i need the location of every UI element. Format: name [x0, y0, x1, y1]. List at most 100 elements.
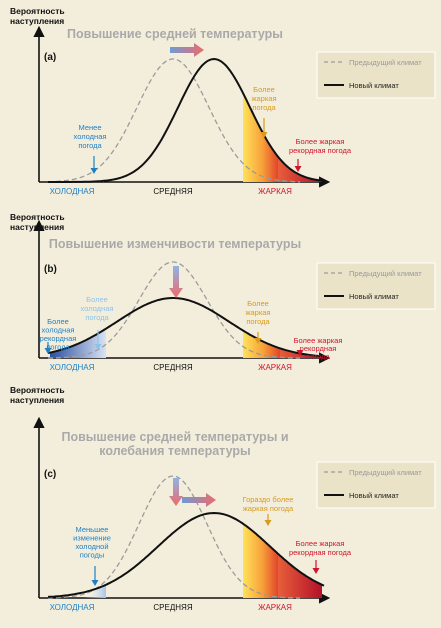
- arrow-much-hotter: [264, 514, 272, 526]
- legend-label-previous: Предыдущий климат: [349, 269, 422, 278]
- legend-box: [316, 51, 436, 99]
- panel-title: Повышение средней температуры и: [61, 430, 288, 444]
- arrow-much-hotter-head: [264, 520, 272, 526]
- arrow-record-hot-head: [296, 350, 304, 356]
- arrow-less-cold: [90, 156, 98, 174]
- arrow-more-hot: [254, 332, 262, 344]
- variance-shift-arrow: [169, 478, 183, 506]
- arrow-record-hot-head: [294, 166, 302, 172]
- y-axis-label: наступления: [10, 222, 64, 232]
- previous-climate-curve: [47, 475, 300, 599]
- record-hot-area: [278, 553, 322, 598]
- arrow-record-hot: [296, 350, 304, 356]
- annotation-much-hotter-line: Гораздо более: [243, 495, 294, 504]
- x-label-average: СРЕДНЯЯ: [153, 603, 192, 612]
- annotation-more-cold-line: погода: [85, 313, 109, 322]
- legend-label-new: Новый климат: [349, 81, 399, 90]
- panel-title: Повышение средней температуры: [67, 27, 283, 41]
- annotation-less-cold-change-line: Меньшее: [76, 525, 109, 534]
- annotation-more-cold-line: Более: [86, 295, 108, 304]
- annotation-more-hot-line: погода: [246, 317, 270, 326]
- x-label-cold: ХОЛОДНАЯ: [50, 363, 95, 372]
- annotation-more-hot-line: Более: [247, 299, 269, 308]
- y-axis-label: наступления: [10, 16, 64, 26]
- arrow-less-cold-change-head: [91, 580, 99, 586]
- legend-label-new: Новый климат: [349, 491, 399, 500]
- arrow-record-cold-head: [44, 348, 52, 354]
- x-label-average: СРЕДНЯЯ: [153, 187, 192, 196]
- annotation-record-cold-line: холодная: [42, 326, 75, 335]
- annotation-more-hot-line: Более: [253, 85, 275, 94]
- annotation-record-cold-line: погода: [46, 343, 70, 352]
- arrow-more-hot: [260, 118, 268, 138]
- annotation-record-cold-line: рекордная: [40, 334, 77, 343]
- panel-label: (a): [44, 52, 56, 63]
- new-climate-curve: [48, 57, 325, 183]
- annotation-more-hot-line: жаркая: [245, 308, 270, 317]
- arrow-record-hot-head: [312, 568, 320, 574]
- annotation-more-hot-line: жаркая: [251, 94, 276, 103]
- legend: Предыдущий климат Новый климат: [316, 461, 436, 509]
- legend-box: [316, 262, 436, 310]
- arrow-more-hot-head: [260, 132, 268, 138]
- annotation-record-hot-line: погода: [306, 352, 330, 361]
- previous-climate-curve: [47, 58, 301, 183]
- annotation-much-hotter-line: жаркая погода: [243, 504, 294, 513]
- x-label-cold: ХОЛОДНАЯ: [50, 187, 95, 196]
- annotation-record-hot-line: рекордная: [300, 344, 337, 353]
- annotation-record-cold-line: Более: [47, 317, 69, 326]
- hot-weather-area: [243, 93, 278, 182]
- legend: Предыдущий климат Новый климат: [316, 51, 436, 99]
- annotation-record-hot-line: Более жаркая: [294, 336, 343, 345]
- annotation-less-cold-line: холодная: [74, 132, 107, 141]
- annotation-record-hot-line: Более жаркая: [296, 137, 345, 146]
- arrow-more-hot-head: [254, 338, 262, 344]
- panel-label: (c): [44, 469, 56, 480]
- annotation-more-hot-line: погода: [252, 103, 276, 112]
- panel-title: Повышение изменчивости температуры: [49, 237, 301, 251]
- arrow-record-hot: [294, 159, 302, 172]
- arrow-less-cold-change: [91, 566, 99, 586]
- annotation-record-hot-line: рекордная погода: [289, 146, 352, 155]
- legend-label-previous: Предыдущий климат: [349, 468, 422, 477]
- legend-label-previous: Предыдущий климат: [349, 58, 422, 67]
- cold-weather-area: [50, 328, 106, 358]
- arrow-record-cold: [44, 342, 52, 354]
- annotation-less-cold-line: погода: [78, 141, 102, 150]
- new-climate-curve: [47, 511, 325, 598]
- new-climate-curve: [47, 297, 325, 358]
- arrow-more-cold: [94, 330, 102, 350]
- previous-climate-curve: [48, 261, 300, 359]
- y-axis-label: Вероятность: [10, 212, 65, 222]
- x-label-hot: ЖАРКАЯ: [258, 363, 292, 372]
- y-axis-label: Вероятность: [10, 385, 65, 395]
- x-label-hot: ЖАРКАЯ: [258, 603, 292, 612]
- arrow-more-cold-head: [94, 344, 102, 350]
- annotation-more-cold-line: холодная: [81, 304, 114, 313]
- hot-weather-area: [243, 523, 278, 598]
- x-label-cold: ХОЛОДНАЯ: [50, 603, 95, 612]
- annotation-less-cold-change-line: изменение: [73, 534, 111, 543]
- legend-label-new: Новый климат: [349, 292, 399, 301]
- mean-shift-arrow: [170, 43, 204, 57]
- record-hot-area: [278, 156, 322, 182]
- legend-box: [316, 461, 436, 509]
- y-axis-label: Вероятность: [10, 6, 65, 16]
- variance-shift-arrow: [169, 266, 183, 298]
- y-axis-label: наступления: [10, 395, 64, 405]
- x-label-average: СРЕДНЯЯ: [153, 363, 192, 372]
